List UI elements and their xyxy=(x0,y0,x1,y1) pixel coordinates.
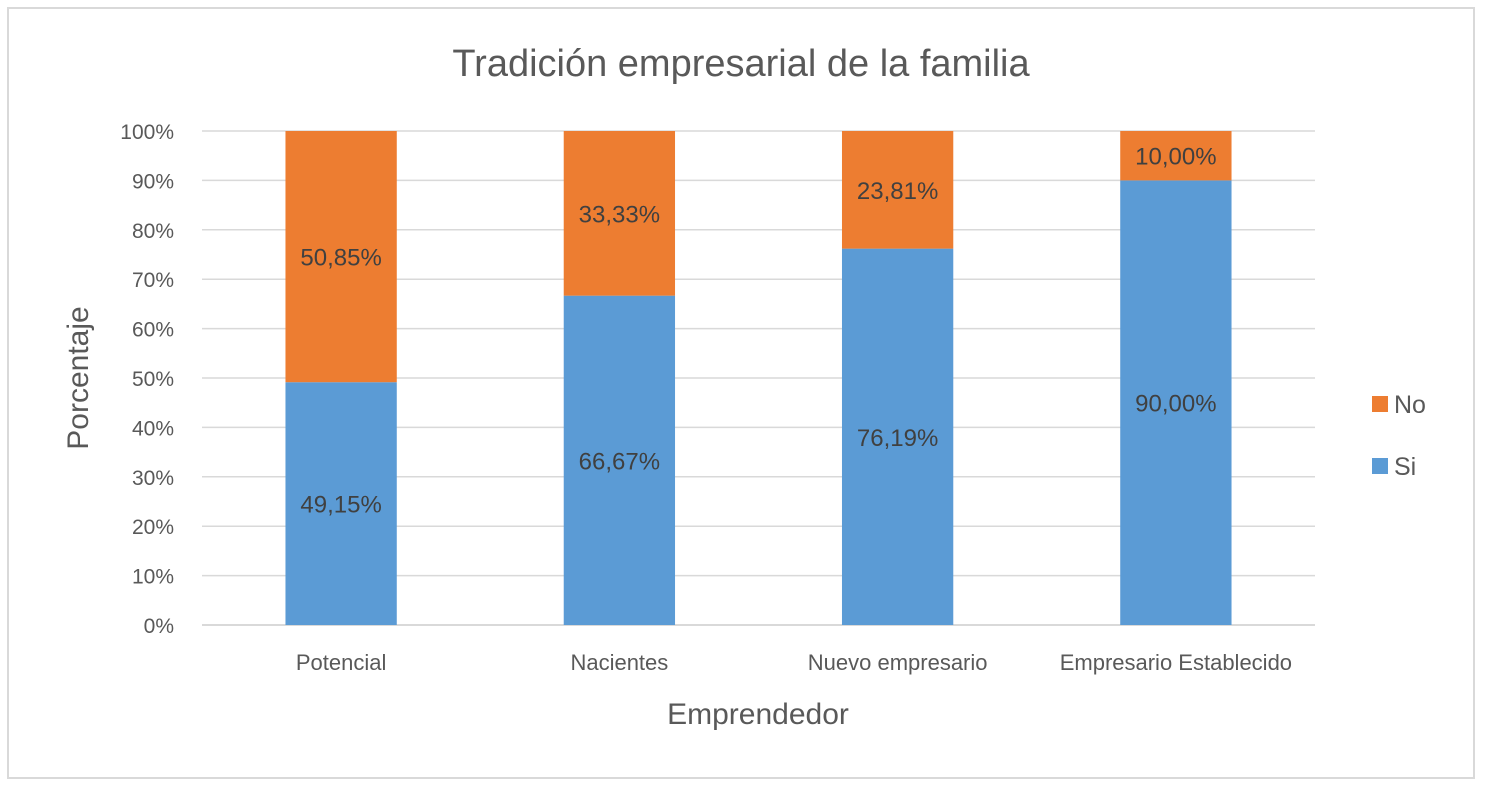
y-tick-label: 0% xyxy=(144,615,174,638)
bars xyxy=(285,131,1232,625)
y-tick-label: 60% xyxy=(132,319,174,342)
y-tick-label: 100% xyxy=(120,121,174,144)
bar-segment-si xyxy=(285,382,397,625)
x-axis-title: Emprendedor xyxy=(667,698,849,731)
category-labels: Potencial Nacientes Nuevo empresario Empres… xyxy=(296,650,1292,675)
data-label: 49,15% xyxy=(300,492,381,519)
y-tick-label: 90% xyxy=(132,170,174,193)
legend-label-no: No xyxy=(1394,391,1426,419)
legend-swatch-si xyxy=(1372,458,1388,474)
y-tick-label: 50% xyxy=(132,368,174,391)
data-label: 90,00% xyxy=(1135,391,1216,418)
x-category-label: Nuevo empresario xyxy=(808,650,988,675)
data-label: 33,33% xyxy=(579,201,660,228)
x-category-label: Empresario Establecido xyxy=(1060,650,1292,675)
legend-label-si: Si xyxy=(1394,453,1416,481)
y-tick-label: 20% xyxy=(132,516,174,539)
bar-segment-no xyxy=(1120,131,1232,181)
bar-segment-si xyxy=(563,295,676,625)
y-tick-label: 30% xyxy=(132,467,174,490)
y-tick-label: 80% xyxy=(132,220,174,243)
x-category-label: Potencial xyxy=(296,650,387,675)
y-axis-title: Porcentaje xyxy=(62,306,95,449)
data-label: 50,85% xyxy=(300,245,381,272)
x-category-label: Nacientes xyxy=(570,650,668,675)
bar-segment-si xyxy=(841,248,954,625)
legend: No Si xyxy=(1372,391,1426,481)
legend-swatch-no xyxy=(1372,396,1388,412)
chart-title: Tradición empresarial de la familia xyxy=(452,43,1030,85)
bar-segment-no xyxy=(841,131,954,249)
data-label: 10,00% xyxy=(1135,144,1216,171)
y-tick-label: 40% xyxy=(132,417,174,440)
bar-segment-no xyxy=(563,131,676,296)
bar-segment-no xyxy=(285,131,397,383)
data-label: 23,81% xyxy=(857,178,938,205)
bar-segment-si xyxy=(1120,180,1232,625)
y-tick-label: 70% xyxy=(132,269,174,292)
data-label: 76,19% xyxy=(857,425,938,452)
y-tick-label: 10% xyxy=(132,566,174,589)
data-labels: 49,15% 50,85% 66,67% 33,33% 76,19% 23,81% 90,0… xyxy=(300,144,1216,519)
data-label: 66,67% xyxy=(579,448,660,475)
